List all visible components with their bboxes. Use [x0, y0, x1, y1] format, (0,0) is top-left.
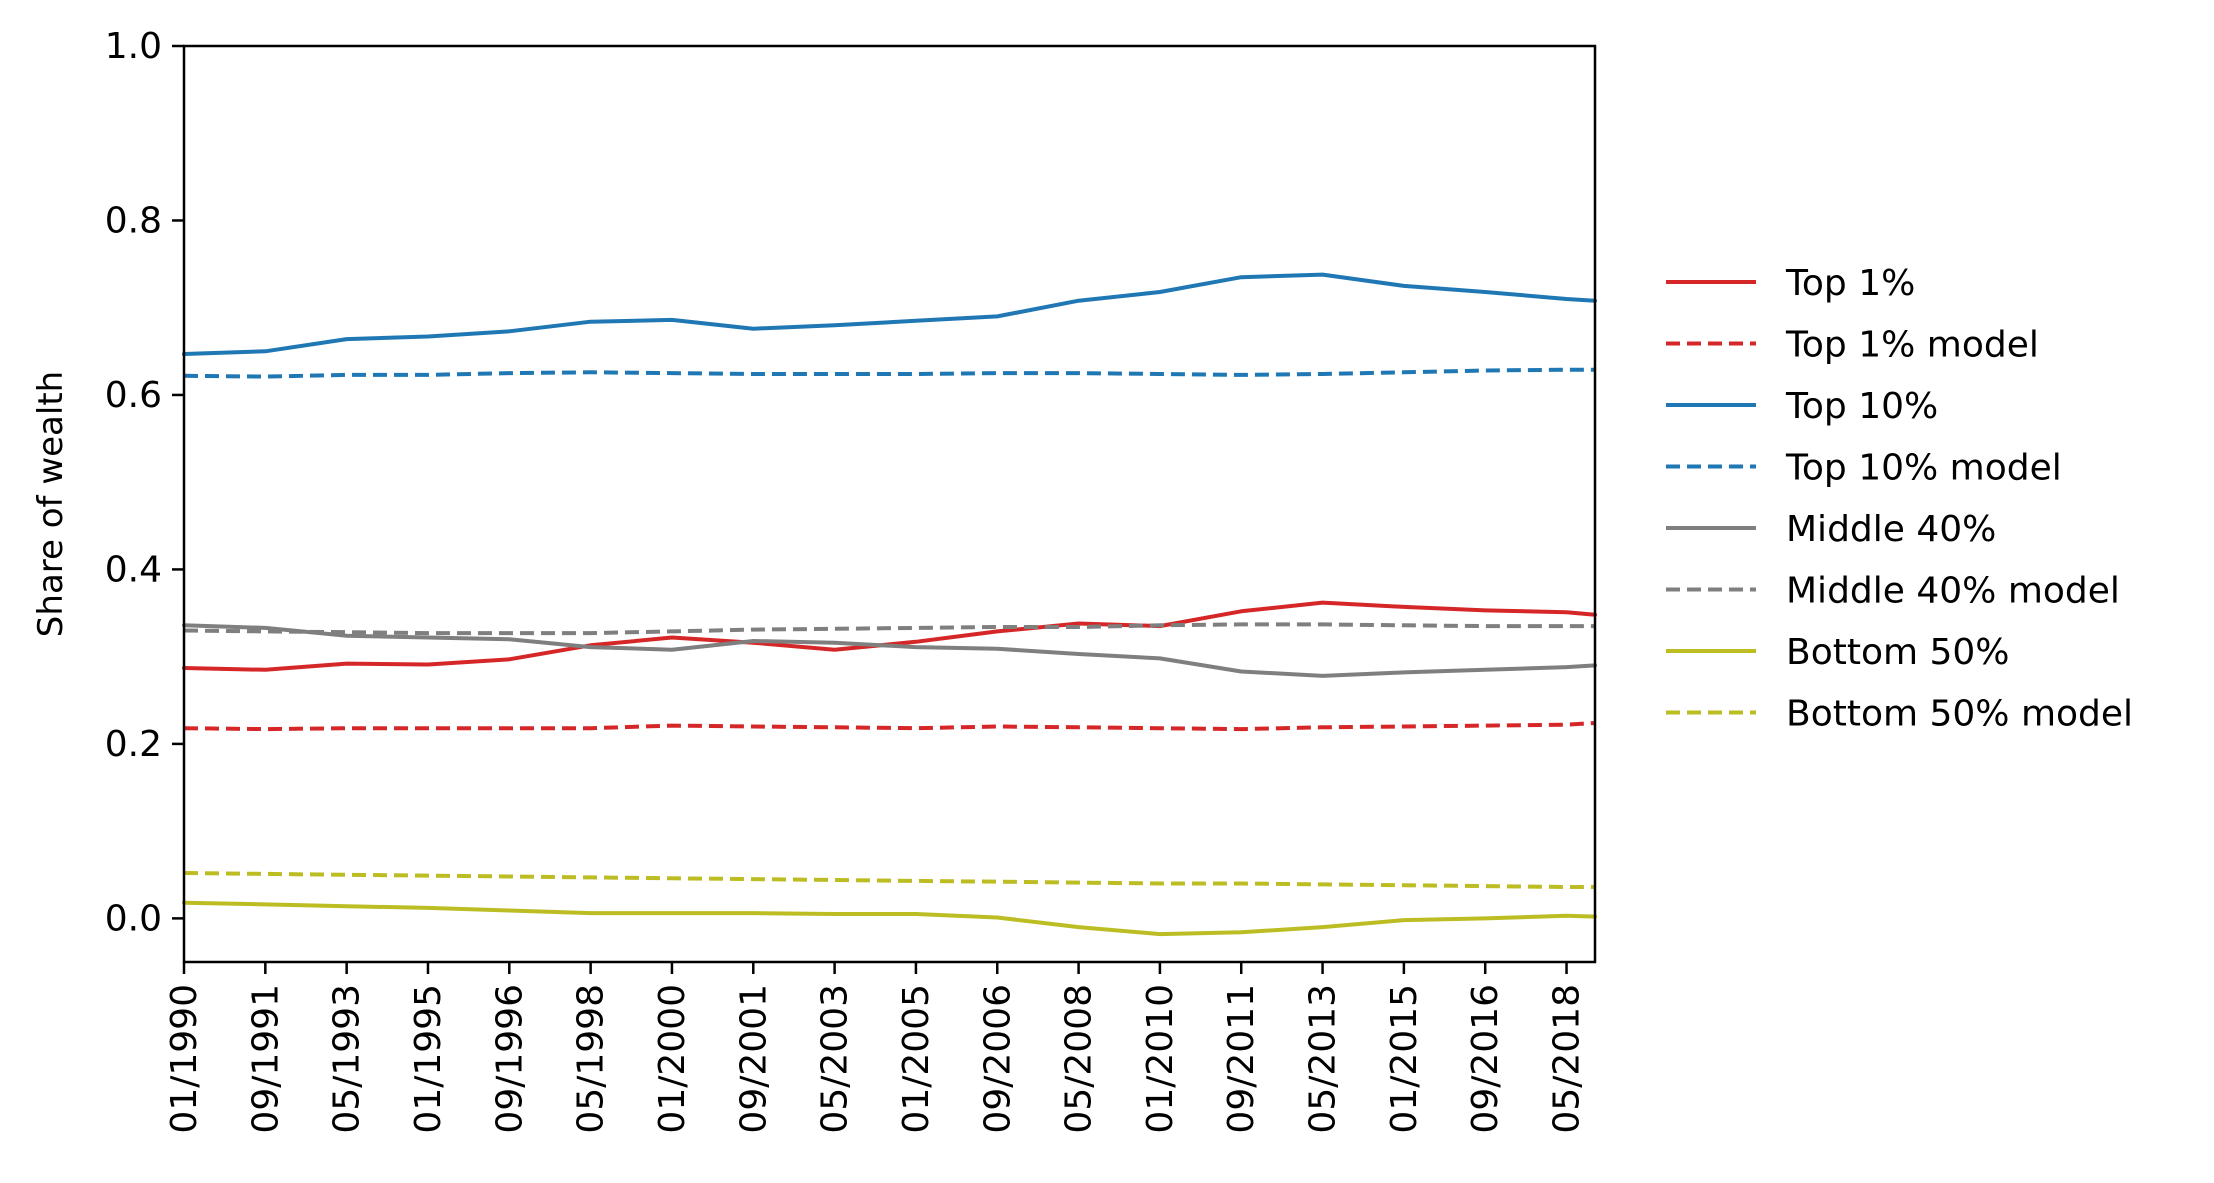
x-tick-label: 05/2003 [815, 984, 856, 1134]
y-tick-label: 0.2 [105, 724, 162, 765]
legend-label: Bottom 50% [1786, 632, 2010, 673]
x-tick-label: 05/2008 [1059, 984, 1100, 1134]
series-line-bottom-50 [182, 900, 1597, 937]
series-line-top-1 [182, 600, 1597, 672]
x-tick-label: 01/1995 [408, 984, 449, 1134]
x-tick-label: 01/2010 [1140, 984, 1181, 1134]
x-tick-label: 09/2011 [1221, 984, 1262, 1134]
x-tick-label: 01/2005 [896, 984, 937, 1134]
y-axis-label: Share of wealth [31, 371, 71, 637]
series-line-top-10 [182, 272, 1597, 356]
legend-label: Top 10% [1785, 386, 1938, 427]
legend-label: Top 10% model [1785, 448, 2062, 489]
x-tick-label: 09/1996 [489, 984, 530, 1134]
plot-area [182, 272, 1597, 937]
series-line-top-10-model [183, 367, 1595, 379]
x-tick-label: 01/1990 [164, 984, 205, 1134]
y-tick-label: 0.8 [105, 200, 162, 241]
y-tick-label: 1.0 [105, 26, 162, 67]
x-tick-label: 09/1991 [245, 984, 286, 1134]
x-tick-label: 09/2006 [977, 984, 1018, 1134]
legend-label: Bottom 50% model [1786, 694, 2133, 735]
series-line-middle-40 [182, 623, 1597, 678]
y-tick-label: 0.6 [105, 375, 162, 416]
x-tick-label: 05/1993 [327, 984, 368, 1134]
x-tick-label: 05/2013 [1303, 984, 1344, 1134]
x-tick-label: 01/2015 [1384, 984, 1425, 1134]
x-tick-label: 05/1998 [571, 984, 612, 1134]
y-tick-label: 0.0 [105, 898, 162, 939]
series-line-bottom-50-model [183, 871, 1595, 889]
legend-label: Top 1% model [1785, 325, 2039, 366]
x-tick-label: 05/2018 [1547, 984, 1588, 1134]
y-tick-label: 0.4 [105, 549, 162, 590]
x-tick-label: 09/2001 [733, 984, 774, 1134]
legend-label: Middle 40% model [1786, 571, 2120, 612]
x-tick-label: 09/2016 [1465, 984, 1506, 1134]
plot-frame [182, 44, 1597, 964]
series-line-middle-40-model [183, 622, 1595, 636]
series-line-top-1-model [183, 721, 1596, 732]
axes: 0.0 0.2 0.4 0.6 0.8 1.0 01/1990 09/1991 05/1993 0… [105, 26, 1588, 1134]
legend: Top 1% Top 1% model Top 10% Top 10% model Mi… [1666, 263, 2133, 735]
legend-label: Middle 40% [1786, 509, 1996, 550]
x-tick-label: 01/2000 [652, 984, 693, 1134]
legend-label: Top 1% [1785, 263, 1915, 304]
